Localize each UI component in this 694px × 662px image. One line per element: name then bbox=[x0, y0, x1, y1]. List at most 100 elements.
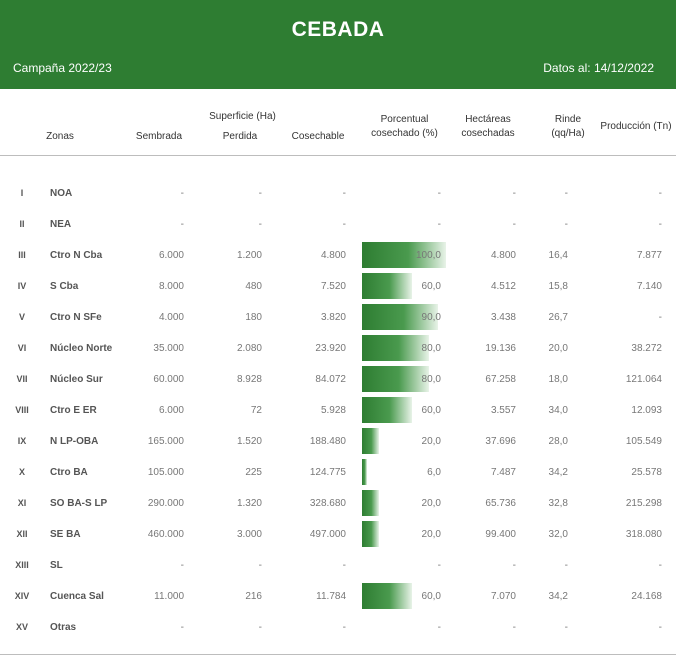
cell-produccion: 12.093 bbox=[631, 405, 662, 416]
cell-produccion: - bbox=[658, 312, 662, 323]
cell-perdida: 480 bbox=[245, 281, 262, 292]
cell-sembrada: 8.000 bbox=[158, 281, 184, 292]
footer-divider bbox=[0, 654, 676, 655]
cell-hectareas: 37.696 bbox=[485, 436, 516, 447]
cell-produccion: 25.578 bbox=[631, 467, 662, 478]
cell-produccion: 24.168 bbox=[631, 591, 662, 602]
cell-sembrada: 4.000 bbox=[158, 312, 184, 323]
col-header-porcentual-sub: cosechado (%) bbox=[371, 128, 438, 139]
harvest-progress-bar bbox=[362, 459, 367, 485]
cell-rinde: 15,8 bbox=[548, 281, 568, 292]
cell-hectareas: 4.512 bbox=[490, 281, 516, 292]
report-title: CEBADA bbox=[291, 18, 385, 41]
table-row: XI SO BA-S LP 290.000 1.320 328.680 65.736 32,… bbox=[0, 488, 676, 519]
cell-sembrada: - bbox=[180, 188, 184, 199]
harvest-progress-bar bbox=[362, 428, 379, 454]
table-row: VII Núcleo Sur 60.000 8.928 84.072 67.258 18,0… bbox=[0, 364, 676, 395]
cell-rinde: 34,0 bbox=[548, 405, 568, 416]
cell-rinde: 28,0 bbox=[548, 436, 568, 447]
harvest-progress-bar bbox=[362, 490, 379, 516]
cell-porcentual: 20,0 bbox=[421, 436, 441, 447]
col-header-hectareas-sub: cosechadas bbox=[461, 128, 515, 139]
cell-produccion: 105.549 bbox=[625, 436, 662, 447]
cell-hectareas: 67.258 bbox=[485, 374, 516, 385]
cell-produccion: 215.298 bbox=[625, 498, 662, 509]
cell-rinde: 18,0 bbox=[548, 374, 568, 385]
cell-produccion: 7.140 bbox=[636, 281, 662, 292]
cell-sembrada: - bbox=[180, 622, 184, 633]
zone-name: NOA bbox=[50, 188, 73, 199]
cell-produccion: 38.272 bbox=[631, 343, 662, 354]
cell-sembrada: 290.000 bbox=[147, 498, 184, 509]
cell-perdida: - bbox=[258, 219, 262, 230]
data-date-label: Datos al: 14/12/2022 bbox=[543, 61, 654, 75]
col-header-perdida: Perdida bbox=[222, 131, 258, 142]
cell-porcentual: 6,0 bbox=[427, 467, 441, 478]
cell-rinde: 26,7 bbox=[548, 312, 568, 323]
cell-hectareas: - bbox=[512, 622, 516, 633]
col-header-hectareas: Hectáreas bbox=[465, 114, 511, 125]
cell-rinde: - bbox=[564, 219, 568, 230]
cell-porcentual: 100,0 bbox=[415, 250, 441, 261]
campaign-label: Campaña 2022/23 bbox=[13, 61, 112, 75]
harvest-progress-bar bbox=[362, 242, 446, 268]
zone-number: XIV bbox=[14, 591, 30, 601]
cell-perdida: 225 bbox=[245, 467, 262, 478]
cell-rinde: - bbox=[564, 560, 568, 571]
cell-cosechable: 3.820 bbox=[320, 312, 346, 323]
table-row: IV S Cba 8.000 480 7.520 4.512 15,8 7.140 60,0 bbox=[0, 271, 676, 302]
zone-number: II bbox=[19, 219, 25, 229]
cell-porcentual: - bbox=[437, 188, 441, 199]
zone-number: VII bbox=[16, 374, 28, 384]
cell-perdida: - bbox=[258, 188, 262, 199]
col-header-produccion: Producción (Tn) bbox=[600, 121, 672, 132]
table-row: X Ctro BA 105.000 225 124.775 7.487 34,2 25.578… bbox=[0, 457, 676, 488]
cell-rinde: 34,2 bbox=[548, 467, 568, 478]
zone-number: III bbox=[18, 250, 26, 260]
zone-number: VI bbox=[17, 343, 27, 353]
zone-number: IX bbox=[17, 436, 27, 446]
cell-hectareas: 3.557 bbox=[490, 405, 516, 416]
table-row: XIV Cuenca Sal 11.000 216 11.784 7.070 34,2 24.… bbox=[0, 581, 676, 612]
cell-hectareas: 7.487 bbox=[490, 467, 516, 478]
cell-hectareas: - bbox=[512, 560, 516, 571]
zone-name: Núcleo Sur bbox=[50, 374, 103, 385]
cell-sembrada: - bbox=[180, 560, 184, 571]
cell-rinde: - bbox=[564, 622, 568, 633]
cell-cosechable: 4.800 bbox=[320, 250, 346, 261]
zone-name: S Cba bbox=[50, 281, 79, 292]
zone-name: Otras bbox=[50, 622, 77, 633]
cell-hectareas: 99.400 bbox=[485, 529, 516, 540]
zone-number: XII bbox=[16, 529, 28, 539]
cell-produccion: - bbox=[658, 188, 662, 199]
table-row: XII SE BA 460.000 3.000 497.000 99.400 32,0 318… bbox=[0, 519, 676, 550]
cell-porcentual: - bbox=[437, 560, 441, 571]
table-row: XIII SL - - - - - - - bbox=[0, 550, 676, 581]
cell-produccion: 318.080 bbox=[625, 529, 662, 540]
zone-number: XV bbox=[15, 622, 28, 632]
harvest-progress-bar bbox=[362, 273, 412, 299]
cell-porcentual: 80,0 bbox=[421, 343, 441, 354]
cell-cosechable: 5.928 bbox=[320, 405, 346, 416]
cell-perdida: - bbox=[258, 622, 262, 633]
zone-number: V bbox=[18, 312, 25, 322]
cell-sembrada: 6.000 bbox=[158, 250, 184, 261]
cell-perdida: 180 bbox=[245, 312, 262, 323]
zone-name: Cuenca Sal bbox=[50, 591, 104, 602]
harvest-progress-bar bbox=[362, 397, 412, 423]
cell-rinde: 32,0 bbox=[548, 529, 568, 540]
cell-sembrada: 165.000 bbox=[147, 436, 184, 447]
cell-hectareas: 65.736 bbox=[485, 498, 516, 509]
cell-perdida: 1.200 bbox=[236, 250, 262, 261]
table-row: II NEA - - - - - - - bbox=[0, 209, 676, 240]
header-divider bbox=[0, 155, 676, 156]
cell-porcentual: 60,0 bbox=[421, 405, 441, 416]
cell-rinde: 16,4 bbox=[548, 250, 568, 261]
cell-sembrada: 6.000 bbox=[158, 405, 184, 416]
zone-name: SO BA-S LP bbox=[50, 498, 108, 509]
col-header-zonas: Zonas bbox=[46, 131, 74, 142]
col-header-rinde: Rinde bbox=[554, 114, 582, 125]
cell-sembrada: 60.000 bbox=[153, 374, 184, 385]
cell-porcentual: 60,0 bbox=[421, 281, 441, 292]
table-row: VIII Ctro E ER 6.000 72 5.928 3.557 34,0 12.093… bbox=[0, 395, 676, 426]
